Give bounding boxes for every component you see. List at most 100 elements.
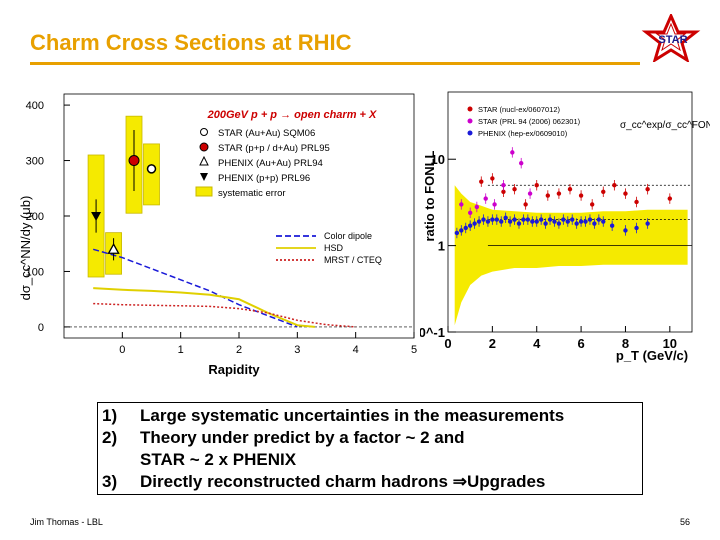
left-chart-points	[91, 130, 157, 261]
legend-label: systematic error	[218, 188, 286, 199]
curve-legend-label: MRST / CTEQ	[324, 255, 382, 265]
legend-marker	[467, 106, 473, 112]
legend-label: STAR (nucl-ex/0607012)	[478, 105, 560, 114]
bullet-text: STAR ~ 2 x PHENIX	[140, 450, 297, 469]
data-point	[547, 217, 553, 222]
data-point	[463, 225, 468, 231]
data-point	[530, 219, 535, 224]
data-point	[454, 230, 460, 236]
right-chart-xlabel: p_T (GeV/c)	[616, 348, 688, 363]
data-point	[545, 193, 551, 198]
data-point	[543, 221, 548, 226]
slide-title: Charm Cross Sections at RHIC	[30, 30, 352, 55]
systematic-error-box	[143, 143, 160, 206]
data-point	[589, 202, 595, 207]
star-logo: STAR	[641, 14, 701, 62]
data-point	[538, 217, 544, 222]
data-point	[481, 217, 486, 222]
x-tick-label: 5	[411, 344, 417, 356]
data-point	[645, 186, 650, 192]
data-point	[525, 217, 531, 222]
legend-marker	[195, 186, 213, 197]
x-tick-label: 4	[533, 336, 541, 351]
data-point	[512, 186, 517, 192]
data-point	[612, 183, 617, 188]
data-point	[527, 191, 533, 196]
curve-legend-label: Color dipole	[324, 231, 372, 241]
bullet-item: 2) Theory under predict by a factor ~ 2 …	[102, 427, 642, 449]
left-chart-legend: STAR (Au+Au) SQM06 STAR (p+p / d+Au) PRL9…	[195, 128, 330, 199]
data-point	[592, 221, 597, 226]
data-point	[510, 150, 515, 155]
data-point	[459, 202, 464, 207]
data-point	[467, 223, 473, 228]
bullet-text: Large systematic uncertainties in the me…	[140, 406, 565, 425]
x-tick-label: 2	[236, 344, 242, 356]
data-point	[467, 210, 473, 215]
legend-marker	[467, 118, 473, 124]
data-point	[91, 212, 102, 221]
data-point	[565, 219, 570, 224]
data-point	[596, 217, 602, 222]
y-tick-label: 0	[38, 322, 44, 334]
data-point	[552, 219, 557, 224]
right-chart-fonll-band	[454, 185, 688, 326]
data-point	[492, 202, 497, 207]
legend-label: STAR (PRL 94 (2006) 062301)	[478, 117, 581, 126]
data-point	[523, 202, 528, 207]
data-point	[601, 219, 606, 224]
data-point	[587, 217, 593, 222]
y-tick-label: 100	[26, 266, 44, 278]
data-point	[534, 219, 539, 224]
legend-label: PHENIX (Au+Au) PRL94	[218, 158, 323, 169]
y-tick-label: 200	[26, 211, 44, 223]
legend-label: PHENIX (p+p) PRL96	[218, 173, 310, 184]
left-chart-ylabel: dσ_cc^NN/dy (μb)	[18, 196, 33, 301]
x-tick-label: 4	[353, 344, 359, 356]
x-tick-label: 10	[663, 336, 677, 351]
x-tick-label: 1	[178, 344, 184, 356]
bullet-number: 3)	[102, 472, 118, 491]
data-point	[483, 196, 488, 201]
left-chart-systematic-boxes	[87, 115, 160, 278]
data-point	[128, 155, 140, 167]
data-point	[519, 160, 524, 166]
data-point	[472, 221, 477, 226]
data-point	[556, 221, 562, 226]
right-chart-points	[454, 147, 673, 239]
left-chart-xlabel: Rapidity	[208, 362, 260, 377]
legend-marker	[199, 142, 209, 152]
x-tick-label: 8	[622, 336, 629, 351]
data-point	[476, 219, 482, 224]
x-tick-label: 3	[294, 344, 300, 356]
right-chart-axes	[447, 91, 693, 333]
left-chart-title: 200GeV p + p → open charm + X	[207, 109, 377, 121]
data-point	[512, 217, 517, 222]
right-chart-tick-labels: 0 2 4 6 8 10 10^-1 1 10	[420, 152, 677, 351]
data-point	[561, 217, 566, 222]
legend-marker	[199, 155, 209, 166]
bullet-text: Theory under predict by a factor ~ 2 and	[140, 428, 465, 447]
x-tick-label: 6	[577, 336, 584, 351]
bullet-number: 1)	[102, 406, 118, 425]
data-point	[107, 242, 120, 254]
data-point	[578, 193, 584, 198]
star-logo-icon	[641, 14, 701, 62]
y-tick-label: 400	[26, 100, 44, 112]
data-point	[583, 219, 588, 224]
bullet-text: Directly reconstructed charm hadrons ⇒Up…	[140, 472, 546, 491]
conclusions-box: 1) Large systematic uncertainties in the…	[97, 402, 643, 495]
x-tick-label: 0	[444, 336, 451, 351]
page-number: 56	[680, 517, 691, 527]
data-point	[556, 191, 562, 196]
legend-marker	[200, 128, 208, 136]
left-chart-curves	[92, 248, 356, 328]
y-tick-label: 300	[26, 156, 44, 168]
legend-label: PHENIX (hep-ex/0609010)	[478, 129, 568, 138]
left-chart-curve-legend: Color dipole HSD MRST / CTEQ	[276, 231, 382, 265]
right-chart-annotation: σ_cc^exp/σ_cc^FONLL	[620, 120, 710, 131]
data-point	[570, 217, 575, 222]
legend-label: STAR (Au+Au) SQM06	[218, 128, 315, 139]
data-point	[667, 196, 673, 201]
data-point	[609, 223, 615, 228]
